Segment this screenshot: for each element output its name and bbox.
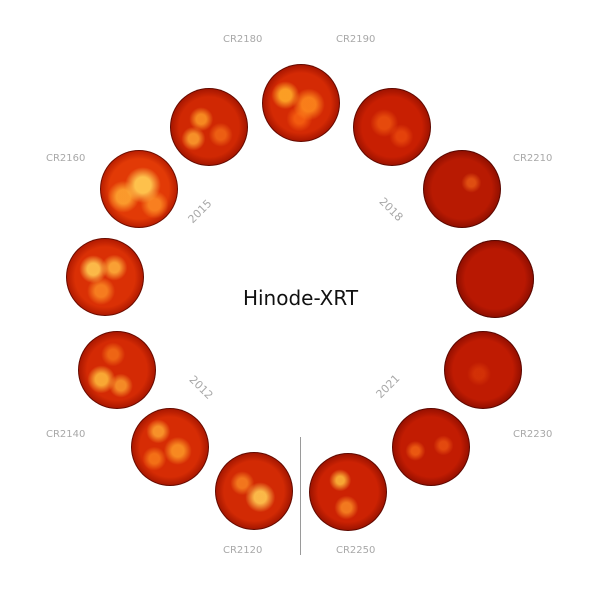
- sun-disk-11: [66, 238, 144, 316]
- sun-disk-9: [131, 408, 209, 486]
- cycle-divider-line: [300, 437, 301, 555]
- cr-label-cr2180: CR2180: [223, 34, 263, 45]
- sun-disk-1: [262, 64, 340, 142]
- year-label-2015: 2015: [185, 197, 215, 226]
- year-label-2018: 2018: [376, 195, 406, 224]
- sun-disk-10: [78, 331, 156, 409]
- cr-label-cr2210: CR2210: [513, 153, 553, 164]
- year-label-2021: 2021: [373, 372, 403, 401]
- year-label-2012: 2012: [186, 373, 216, 402]
- cr-label-cr2120: CR2120: [223, 545, 263, 556]
- sun-disk-6: [392, 408, 470, 486]
- sun-disk-13: [170, 88, 248, 166]
- sun-disk-4: [456, 240, 534, 318]
- cr-label-cr2140: CR2140: [46, 429, 86, 440]
- sun-disk-2: [353, 88, 431, 166]
- sun-disk-12: [100, 150, 178, 228]
- sun-disk-8: [215, 452, 293, 530]
- figure-title: Hinode-XRT: [242, 286, 359, 310]
- cr-label-cr2160: CR2160: [46, 153, 86, 164]
- sun-disk-7: [309, 453, 387, 531]
- sun-disk-3: [423, 150, 501, 228]
- cr-label-cr2250: CR2250: [336, 545, 376, 556]
- cr-label-cr2230: CR2230: [513, 429, 553, 440]
- sun-disk-5: [444, 331, 522, 409]
- cr-label-cr2190: CR2190: [336, 34, 376, 45]
